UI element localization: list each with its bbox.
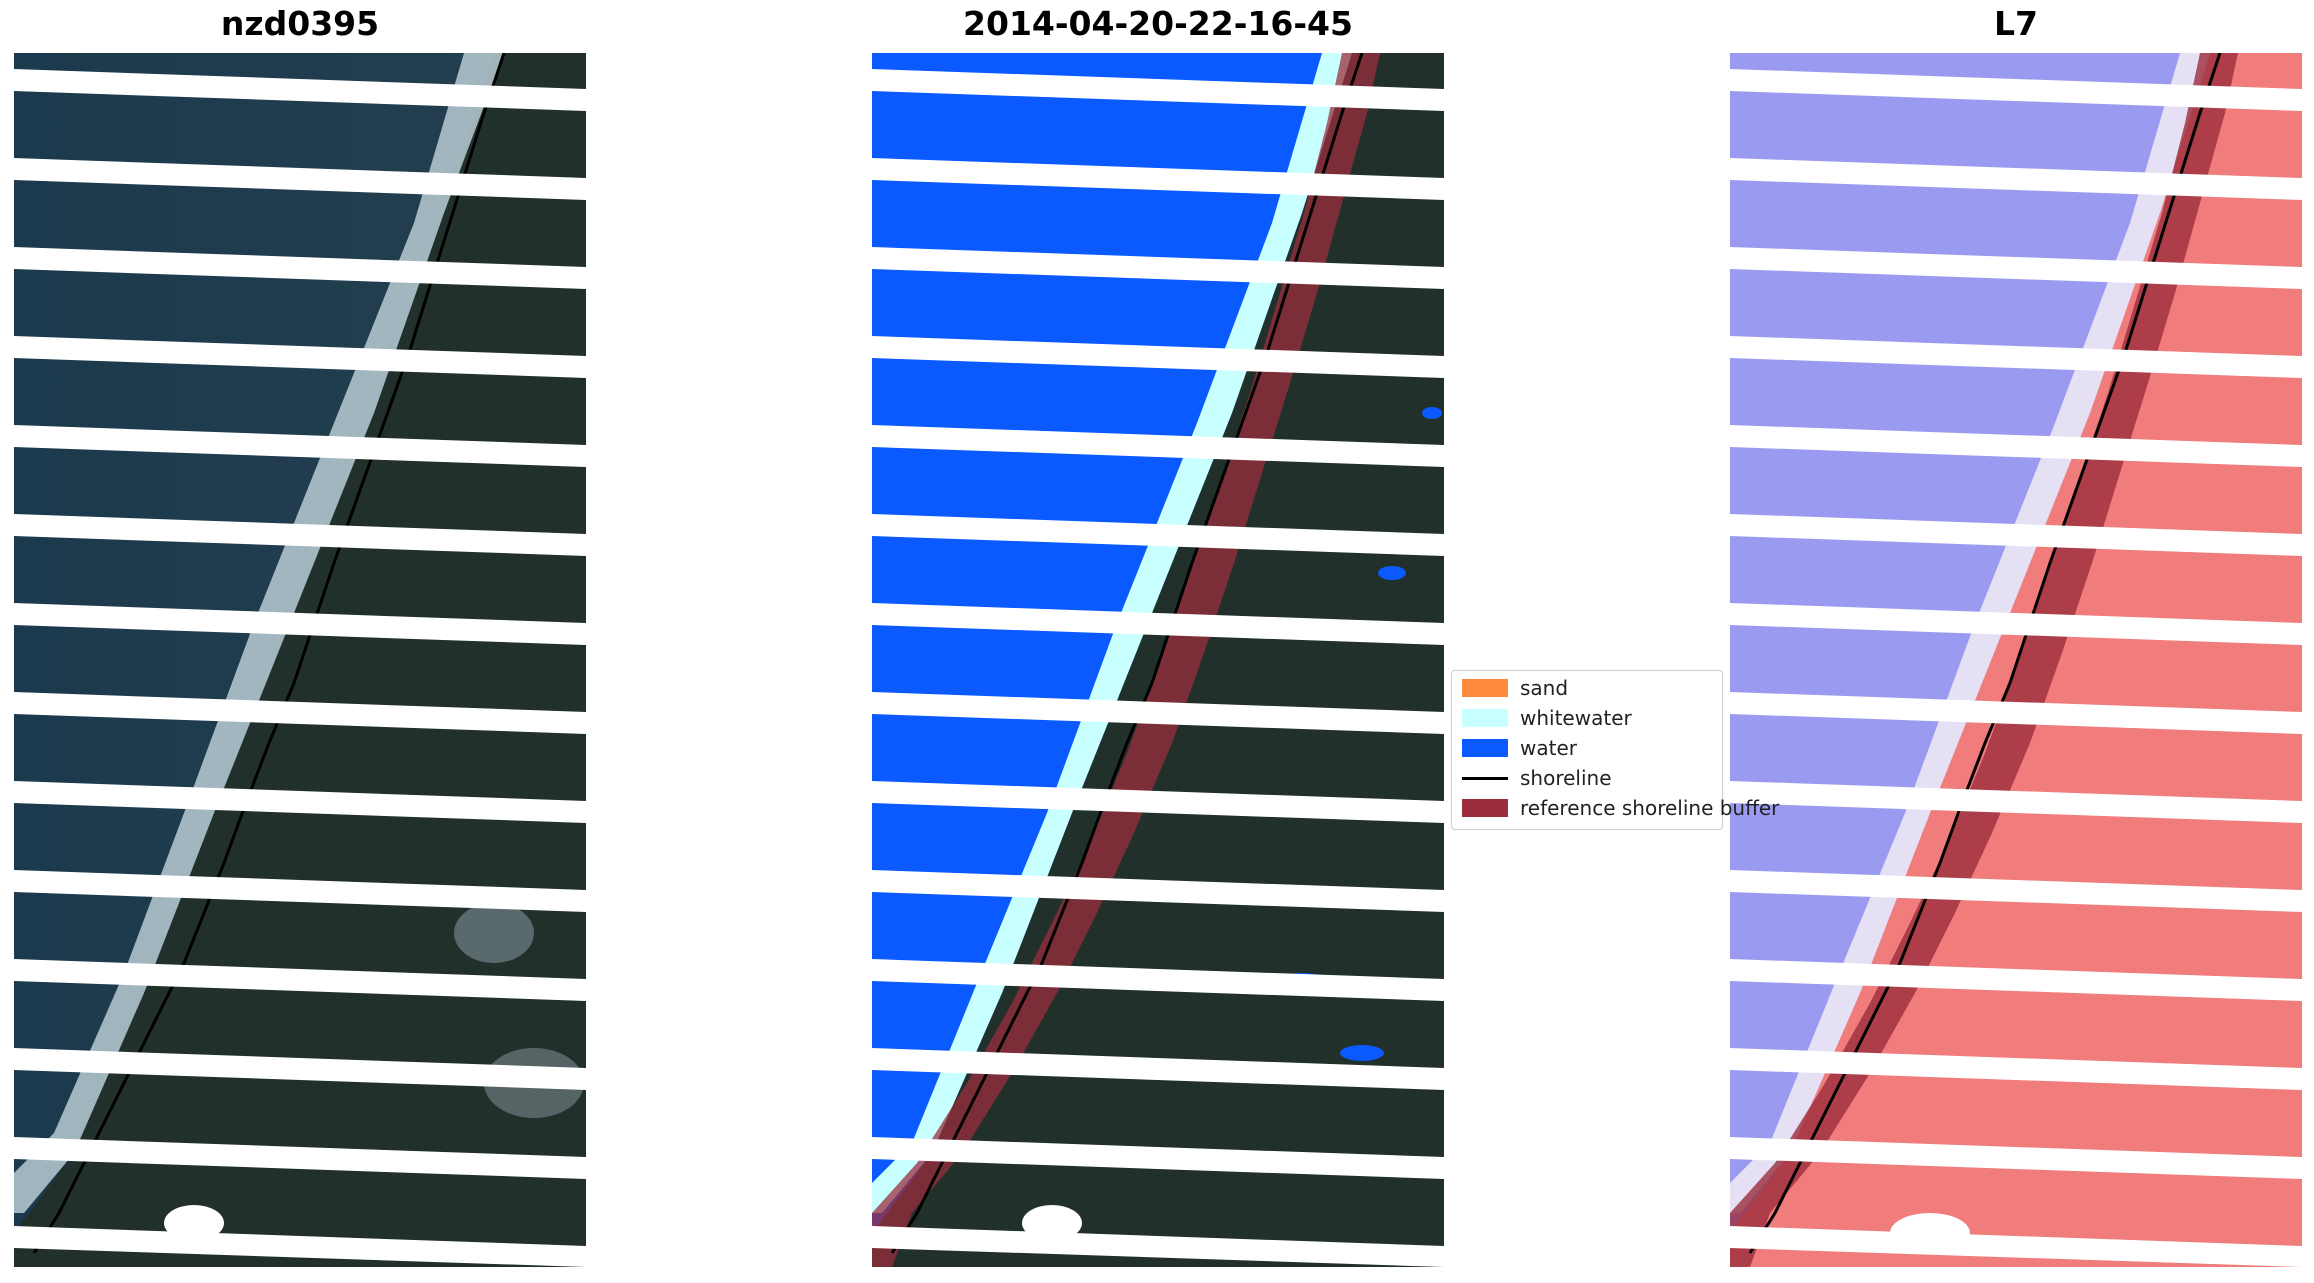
legend-swatch-reference-shoreline-buffer (1462, 799, 1508, 817)
legend-label-whitewater: whitewater (1520, 706, 1632, 730)
panel-title-rgb: nzd0395 (220, 4, 380, 43)
legend-item-whitewater: whitewater (1452, 704, 1722, 732)
legend-label-shoreline: shoreline (1520, 766, 1612, 790)
legend-item-water: water (1452, 734, 1722, 762)
rgb-image (14, 53, 586, 1267)
legend-item-sand: sand (1452, 674, 1722, 702)
classified-image (872, 53, 1444, 1267)
legend-label-sand: sand (1520, 676, 1569, 700)
legend-swatch-whitewater (1462, 709, 1508, 727)
index-image (1730, 53, 2302, 1267)
legend-label-water: water (1520, 736, 1577, 760)
legend-item-shoreline: shoreline (1452, 764, 1722, 792)
panel-title-classified: 2014-04-20-22-16-45 (963, 4, 1353, 43)
panel-title-index: L7 (1994, 4, 2038, 43)
legend-label-reference-shoreline-buffer: reference shoreline buffer (1520, 796, 1780, 820)
index-image-panel (1730, 53, 2302, 1267)
legend-line-shoreline (1462, 776, 1508, 780)
rgb-image-panel (14, 53, 586, 1267)
legend: sand whitewater water shoreline referenc… (1451, 670, 1779, 830)
legend-swatch-water (1462, 739, 1508, 757)
legend-item-reference-shoreline-buffer: reference shoreline buffer (1452, 794, 1779, 822)
legend-swatch-sand (1462, 679, 1508, 697)
classified-image-panel (872, 53, 1444, 1267)
